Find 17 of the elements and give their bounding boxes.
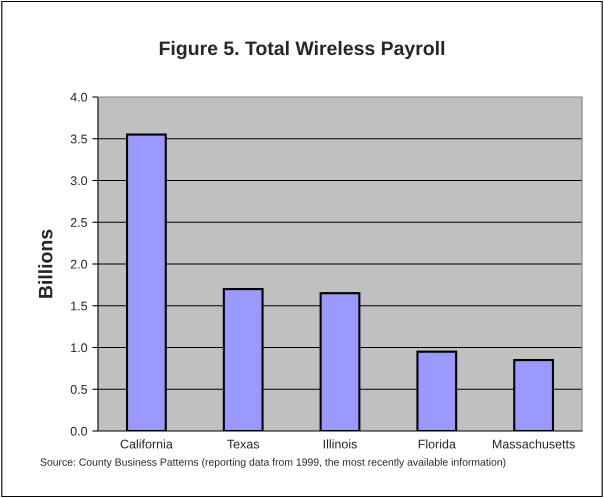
x-tick-label: California bbox=[120, 439, 173, 449]
y-tick-label: 1.0 bbox=[71, 343, 88, 352]
y-tick-label: 0.5 bbox=[70, 385, 88, 394]
chart-title: Figure 5. Total Wireless Payroll bbox=[160, 40, 444, 60]
y-tick-label: 4.0 bbox=[70, 92, 88, 102]
y-tick-label: 3.5 bbox=[70, 134, 88, 144]
x-tick-label: Massachusetts bbox=[492, 439, 575, 449]
x-tick-label: Florida bbox=[418, 439, 456, 449]
x-tick-label: Illinois bbox=[324, 439, 357, 449]
y-tick-label: 3.0 bbox=[70, 176, 88, 186]
y-axis-title: Billions bbox=[38, 230, 52, 298]
y-tick-label: 2.5 bbox=[70, 218, 88, 227]
y-tick-label: 0.0 bbox=[70, 426, 88, 436]
source-note: Source: County Business Patterns (reporting data from 1999, the most recently available information) bbox=[40, 458, 506, 468]
x-tick-label: Texas bbox=[227, 440, 260, 449]
y-tick-label: 1.5 bbox=[71, 302, 88, 310]
y-tick-label: 2.0 bbox=[70, 260, 88, 269]
